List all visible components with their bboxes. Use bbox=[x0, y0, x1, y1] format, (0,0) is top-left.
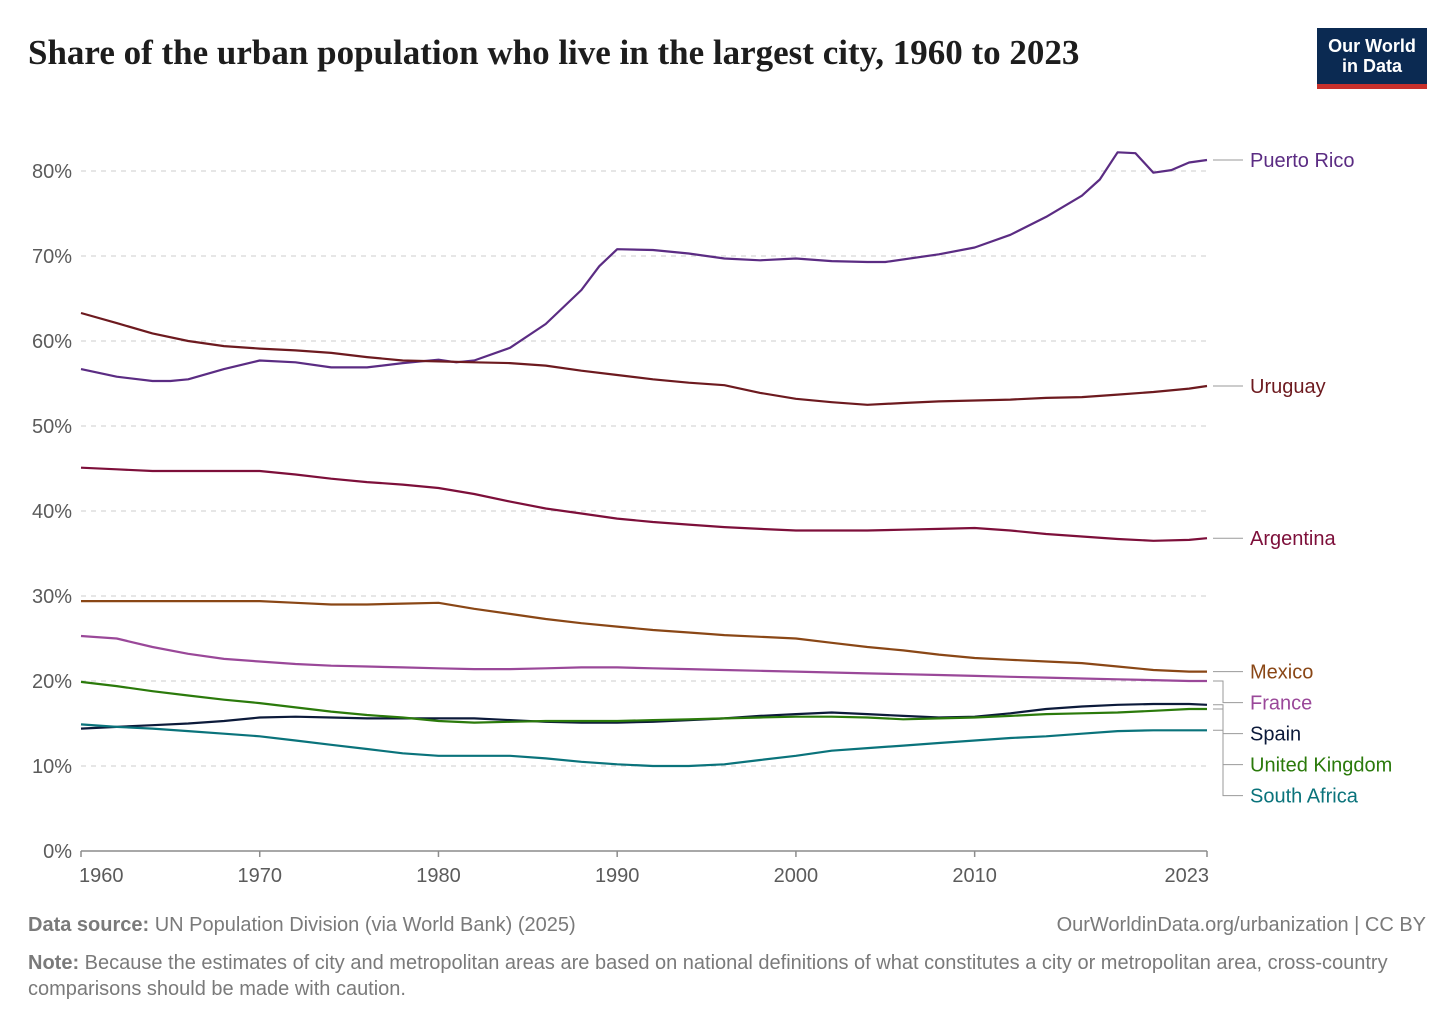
label-connector bbox=[1213, 729, 1243, 797]
series-label: Uruguay bbox=[1250, 376, 1326, 398]
y-tick-label: 70% bbox=[32, 246, 72, 268]
series-label: Argentina bbox=[1250, 528, 1336, 550]
y-tick-label: 60% bbox=[32, 331, 72, 353]
series-line bbox=[80, 466, 1208, 542]
y-tick-label: 0% bbox=[43, 841, 72, 863]
x-tick-label: 1970 bbox=[237, 865, 282, 887]
y-tick-label: 50% bbox=[32, 416, 72, 438]
line-chart: 0%10%20%30%40%50%60%70%80% 1960 1970 1980 1… bbox=[32, 150, 1392, 887]
series-line bbox=[80, 311, 1208, 406]
license-link[interactable]: OurWorldinData.org/urbanization | CC BY bbox=[1056, 914, 1426, 936]
series-label: Spain bbox=[1250, 724, 1301, 746]
series-label: United Kingdom bbox=[1250, 755, 1392, 777]
y-tick-label: 40% bbox=[32, 501, 72, 523]
owid-logo[interactable]: Our World in Data bbox=[1317, 28, 1427, 89]
series-label: Puerto Rico bbox=[1250, 150, 1355, 172]
series-label: France bbox=[1250, 693, 1312, 715]
label-connector bbox=[1213, 680, 1243, 704]
series-line bbox=[80, 702, 1208, 730]
series-lines bbox=[80, 151, 1208, 768]
series-label: Mexico bbox=[1250, 662, 1313, 684]
x-axis: 1960 1970 1980 1990 2000 2010 2023 bbox=[79, 850, 1210, 887]
y-tick-label: 30% bbox=[32, 586, 72, 608]
x-tick-label: 1980 bbox=[416, 865, 461, 887]
x-tick-label: 2000 bbox=[774, 865, 819, 887]
x-tick-label: 1990 bbox=[595, 865, 640, 887]
note-label: Note: bbox=[28, 952, 80, 974]
y-axis-ticks: 0% 10% 20% 30% 40% 50% 60% 70% 80% bbox=[32, 161, 72, 863]
series-line bbox=[81, 600, 1207, 673]
y-tick-label: 20% bbox=[32, 671, 72, 693]
data-source: Data source: UN Population Division (via… bbox=[28, 914, 576, 937]
x-tick-label: 1960 bbox=[79, 865, 124, 887]
series-line bbox=[80, 680, 1207, 724]
logo-line-2: in Data bbox=[1341, 56, 1402, 76]
series-label: South Africa bbox=[1250, 786, 1359, 808]
y-tick-label: 80% bbox=[32, 161, 72, 183]
x-tick-label: 2023 bbox=[1165, 865, 1210, 887]
label-connector bbox=[1213, 708, 1243, 766]
series-line bbox=[80, 151, 1208, 383]
y-tick-label: 10% bbox=[32, 756, 72, 778]
data-source-text[interactable]: UN Population Division (via World Bank) … bbox=[154, 914, 576, 936]
series-labels: Puerto Rico Uruguay Argentina Mexico France S… bbox=[1213, 150, 1392, 808]
note-text: Because the estimates of city and metrop… bbox=[28, 952, 1388, 1000]
series-line bbox=[80, 634, 1207, 683]
logo-line-1: Our World bbox=[1328, 36, 1416, 56]
chart-title: Share of the urban population who live i… bbox=[28, 33, 1080, 72]
x-tick-label: 2010 bbox=[952, 865, 997, 887]
chart-note: Note: Because the estimates of city and … bbox=[28, 950, 1418, 1002]
series-line bbox=[80, 723, 1207, 768]
data-source-label: Data source: bbox=[28, 914, 150, 936]
